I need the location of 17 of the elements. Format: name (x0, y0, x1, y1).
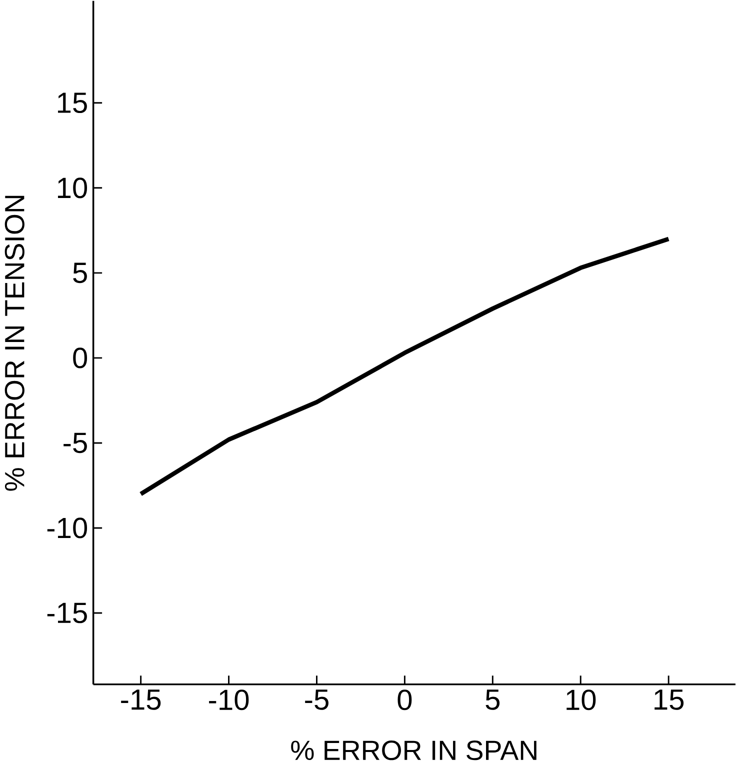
y-axis-title: % ERROR IN TENSION (4, 196, 24, 491)
x-axis-title: % ERROR IN SPAN (290, 740, 536, 760)
y-tick-label: 15 (58, 92, 87, 114)
y-tick-label: -15 (47, 602, 87, 624)
x-tick-label: 10 (566, 690, 596, 710)
y-tick-label: -5 (63, 432, 87, 454)
y-tick-label: 0 (72, 348, 87, 368)
x-tick-label: -10 (208, 690, 249, 710)
y-tick-label: -10 (47, 518, 87, 538)
y-tick-label: 10 (58, 178, 87, 198)
x-tick-label: -5 (304, 690, 328, 710)
x-tick-label: 0 (398, 690, 412, 710)
x-tick-label: 15 (654, 690, 684, 710)
line-series (138, 236, 671, 496)
x-tick-label: 5 (486, 690, 500, 710)
x-tick-label: -15 (120, 690, 160, 710)
y-tick-label: 5 (73, 262, 87, 284)
